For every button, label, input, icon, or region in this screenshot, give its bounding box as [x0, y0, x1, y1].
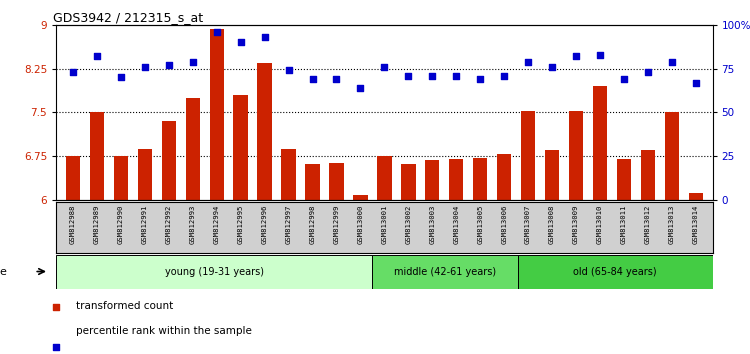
Point [426, 73, 438, 79]
Point [211, 29, 223, 35]
Text: GSM812988: GSM812988 [70, 204, 76, 244]
Text: middle (42-61 years): middle (42-61 years) [394, 267, 496, 276]
Bar [138, 149, 152, 200]
Text: GSM813012: GSM813012 [645, 204, 651, 244]
Text: GSM812997: GSM812997 [286, 204, 292, 244]
Bar [664, 113, 679, 200]
Bar [521, 111, 536, 200]
Text: GSM813003: GSM813003 [429, 204, 435, 244]
Text: GSM812993: GSM812993 [190, 204, 196, 244]
Point [307, 76, 319, 82]
Text: transformed count: transformed count [76, 301, 173, 311]
Bar [568, 111, 584, 200]
Text: GSM812996: GSM812996 [262, 204, 268, 244]
Point [139, 64, 151, 70]
Bar [281, 149, 296, 200]
Point [283, 68, 295, 73]
Text: percentile rank within the sample: percentile rank within the sample [76, 326, 252, 336]
Point [91, 53, 103, 59]
Point [666, 59, 678, 64]
Text: GSM812990: GSM812990 [118, 204, 124, 244]
Text: GSM812989: GSM812989 [94, 204, 100, 244]
Text: GSM813001: GSM813001 [381, 204, 387, 244]
Bar [353, 195, 368, 200]
Bar [114, 156, 128, 200]
Bar [305, 164, 320, 200]
Text: GDS3942 / 212315_s_at: GDS3942 / 212315_s_at [53, 11, 203, 24]
Bar [425, 160, 439, 200]
Point [115, 75, 127, 80]
Point [378, 316, 390, 321]
Text: GSM813010: GSM813010 [597, 204, 603, 244]
Text: GSM813002: GSM813002 [405, 204, 411, 244]
Text: GSM813008: GSM813008 [549, 204, 555, 244]
Bar [329, 162, 344, 200]
Bar [209, 29, 224, 200]
Text: GSM812992: GSM812992 [166, 204, 172, 244]
Point [187, 59, 199, 64]
Text: old (65-84 years): old (65-84 years) [574, 267, 657, 276]
Bar [257, 63, 272, 200]
Point [450, 73, 462, 79]
Text: GSM813014: GSM813014 [693, 204, 699, 244]
Bar [592, 86, 607, 200]
Text: GSM813007: GSM813007 [525, 204, 531, 244]
Point [642, 69, 654, 75]
Point [594, 52, 606, 57]
Point [235, 40, 247, 45]
Bar [616, 159, 631, 200]
Text: GSM813011: GSM813011 [621, 204, 627, 244]
Text: GSM813009: GSM813009 [573, 204, 579, 244]
Bar [90, 113, 104, 200]
Bar [66, 156, 80, 200]
Text: GSM813013: GSM813013 [669, 204, 675, 244]
Point [570, 53, 582, 59]
Text: GSM813006: GSM813006 [501, 204, 507, 244]
Point [618, 76, 630, 82]
Text: GSM812994: GSM812994 [214, 204, 220, 244]
Point [498, 73, 510, 79]
Text: GSM812999: GSM812999 [334, 204, 340, 244]
Text: GSM813005: GSM813005 [477, 204, 483, 244]
Point [259, 34, 271, 40]
Bar [372, 255, 518, 289]
Bar [497, 154, 512, 200]
Text: GSM813004: GSM813004 [453, 204, 459, 244]
Bar [544, 150, 560, 200]
Text: GSM813000: GSM813000 [358, 204, 364, 244]
Bar [401, 164, 416, 200]
Bar [377, 156, 392, 200]
Point [690, 80, 702, 85]
Bar [688, 193, 703, 200]
Bar [233, 95, 248, 200]
Point [67, 69, 79, 75]
Point [163, 62, 175, 68]
Point [378, 64, 390, 70]
Bar [56, 255, 372, 289]
Bar [449, 159, 464, 200]
Bar [185, 98, 200, 200]
Bar [162, 121, 176, 200]
Text: young (19-31 years): young (19-31 years) [165, 267, 264, 276]
Text: GSM812991: GSM812991 [142, 204, 148, 244]
Point [331, 76, 343, 82]
Text: GSM812995: GSM812995 [238, 204, 244, 244]
Text: age: age [0, 267, 8, 276]
Point [355, 85, 367, 91]
Text: GSM812998: GSM812998 [310, 204, 316, 244]
Point [402, 73, 414, 79]
Bar [518, 255, 712, 289]
Point [522, 59, 534, 64]
Bar [473, 158, 488, 200]
Point [546, 64, 558, 70]
Point [474, 76, 486, 82]
Bar [640, 150, 655, 200]
